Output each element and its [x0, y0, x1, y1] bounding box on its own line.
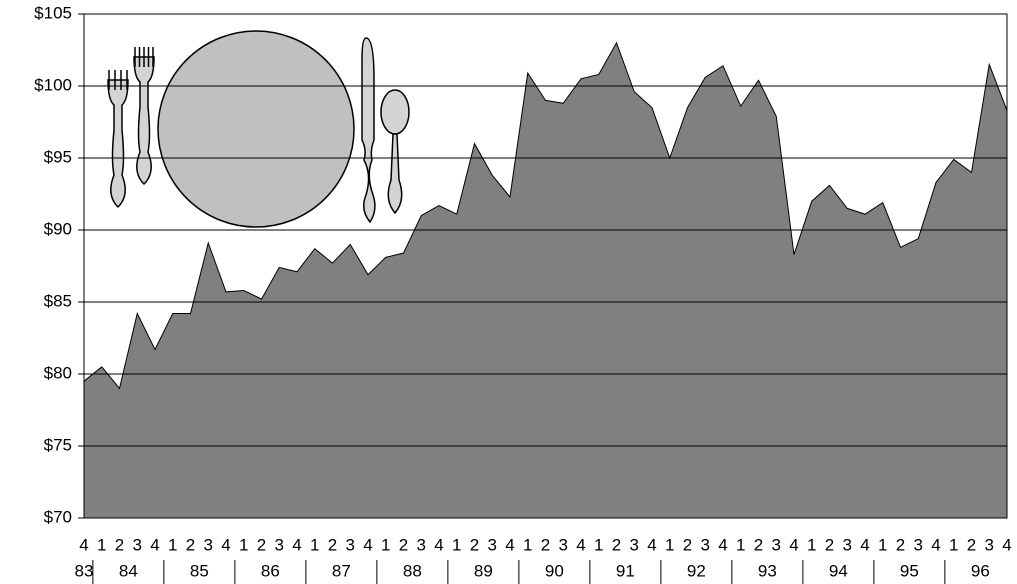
- x-tick-label: 1: [310, 535, 319, 554]
- x-group-label: 87: [332, 561, 351, 580]
- x-group-label: 88: [403, 561, 422, 580]
- x-group-label: 90: [545, 561, 564, 580]
- x-tick-label: 4: [221, 535, 230, 554]
- plate: [157, 30, 355, 228]
- fork: [107, 79, 129, 209]
- x-tick-label: 2: [683, 535, 692, 554]
- x-tick-label: 3: [985, 535, 994, 554]
- x-tick-label: 1: [452, 535, 461, 554]
- x-tick-label: 2: [541, 535, 550, 554]
- x-tick-label: 3: [133, 535, 142, 554]
- y-tick-label: $85: [44, 291, 72, 310]
- x-tick-label: 2: [399, 535, 408, 554]
- table-setting-illustration: [107, 30, 410, 228]
- x-tick-label: 2: [612, 535, 621, 554]
- x-tick-label: 3: [701, 535, 710, 554]
- x-tick-label: 4: [1002, 535, 1011, 554]
- x-tick-label: 3: [204, 535, 213, 554]
- x-tick-label: 2: [896, 535, 905, 554]
- x-tick-label: 1: [736, 535, 745, 554]
- x-tick-label: 4: [150, 535, 159, 554]
- x-tick-label: 4: [363, 535, 372, 554]
- x-tick-label: 3: [559, 535, 568, 554]
- x-tick-label: 2: [328, 535, 337, 554]
- x-group-label: 96: [971, 561, 990, 580]
- y-tick-label: $90: [44, 219, 72, 238]
- x-tick-label: 4: [647, 535, 656, 554]
- knife: [361, 37, 376, 224]
- x-tick-label: 1: [807, 535, 816, 554]
- x-tick-label: 3: [914, 535, 923, 554]
- x-tick-label: 3: [417, 535, 426, 554]
- x-tick-label: 3: [275, 535, 284, 554]
- x-tick-label: 3: [772, 535, 781, 554]
- x-tick-label: 2: [186, 535, 195, 554]
- x-tick-label: 1: [949, 535, 958, 554]
- x-tick-label: 2: [257, 535, 266, 554]
- x-tick-label: 1: [168, 535, 177, 554]
- x-group-label: 93: [758, 561, 777, 580]
- x-tick-label: 1: [97, 535, 106, 554]
- y-tick-label: $105: [34, 3, 72, 22]
- x-group-label: 89: [474, 561, 493, 580]
- y-tick-label: $80: [44, 363, 72, 382]
- x-group-label: 86: [261, 561, 280, 580]
- x-group-label: 83: [75, 561, 94, 580]
- x-tick-label: 3: [843, 535, 852, 554]
- x-tick-label: 3: [346, 535, 355, 554]
- x-tick-label: 2: [825, 535, 834, 554]
- x-group-label: 95: [900, 561, 919, 580]
- fork: [133, 56, 155, 186]
- x-group-label: 84: [119, 561, 138, 580]
- y-tick-label: $75: [44, 435, 72, 454]
- x-tick-label: 2: [967, 535, 976, 554]
- x-tick-label: 1: [594, 535, 603, 554]
- x-tick-label: 1: [523, 535, 532, 554]
- x-group-label: 92: [687, 561, 706, 580]
- x-tick-label: 3: [630, 535, 639, 554]
- spoon-handle: [387, 133, 403, 215]
- y-tick-label: $100: [34, 75, 72, 94]
- x-tick-label: 1: [239, 535, 248, 554]
- x-group-label: 91: [616, 561, 635, 580]
- x-tick-label: 4: [576, 535, 585, 554]
- x-tick-label: 1: [381, 535, 390, 554]
- y-tick-label: $70: [44, 507, 72, 526]
- y-tick-label: $95: [44, 147, 72, 166]
- area: [83, 41, 1008, 519]
- x-tick-label: 4: [434, 535, 443, 554]
- x-tick-label: 4: [79, 535, 88, 554]
- x-tick-label: 1: [665, 535, 674, 554]
- x-tick-label: 4: [931, 535, 940, 554]
- spoon-bowl: [380, 89, 410, 135]
- x-tick-label: 4: [505, 535, 514, 554]
- x-tick-label: 3: [488, 535, 497, 554]
- x-tick-label: 4: [292, 535, 301, 554]
- x-tick-label: 2: [470, 535, 479, 554]
- x-group-label: 94: [829, 561, 848, 580]
- x-tick-label: 4: [860, 535, 869, 554]
- x-tick-label: 4: [789, 535, 798, 554]
- x-tick-label: 2: [115, 535, 124, 554]
- x-tick-label: 1: [878, 535, 887, 554]
- plot-frame: [83, 13, 1008, 519]
- x-group-label: 85: [190, 561, 209, 580]
- x-tick-label: 4: [718, 535, 727, 554]
- x-tick-label: 2: [754, 535, 763, 554]
